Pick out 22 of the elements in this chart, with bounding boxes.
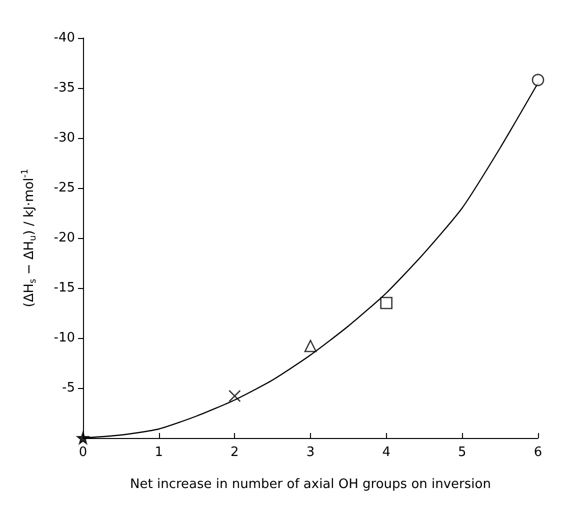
point [380,296,392,310]
y-tick-label: -20 [54,230,75,246]
y-tick-label: -5 [62,380,75,396]
point [228,390,241,402]
y-tick-label: -30 [54,130,75,146]
y-tick-label: -40 [54,30,75,46]
x-axis-title: Net increase in number of axial OH groups on inversion [130,477,491,492]
x-tick-label: 4 [382,445,390,460]
point [532,74,544,86]
x-tick-label: 0 [78,445,88,460]
point [304,340,317,352]
y-axis-title: (ΔHs − ΔHu) / kJ·mol-1 [20,168,38,308]
x-tick-label: 6 [534,445,542,460]
x-tick-label: 5 [458,445,466,460]
point [76,432,90,444]
x-tick-label: 2 [230,445,239,460]
y-tick-label: -10 [54,330,75,346]
y-tick-label: -25 [54,180,75,196]
x-tick-label: 3 [306,445,315,460]
x-tick-label: 1 [154,445,163,460]
y-tick-label: -15 [54,280,75,296]
y-tick-label: -35 [54,80,75,96]
